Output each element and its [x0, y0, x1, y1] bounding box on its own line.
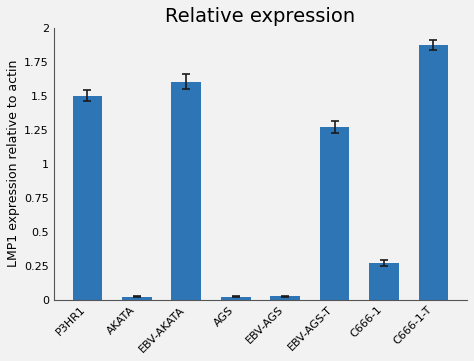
Title: Relative expression: Relative expression	[165, 7, 356, 26]
Bar	[73, 96, 102, 300]
Bar	[122, 297, 152, 300]
Bar	[419, 45, 448, 300]
Bar	[270, 296, 300, 300]
Y-axis label: LMP1 expression relative to actin: LMP1 expression relative to actin	[7, 60, 20, 268]
Bar	[320, 127, 349, 300]
Bar	[369, 263, 399, 300]
Bar	[221, 297, 250, 300]
Bar	[172, 82, 201, 300]
